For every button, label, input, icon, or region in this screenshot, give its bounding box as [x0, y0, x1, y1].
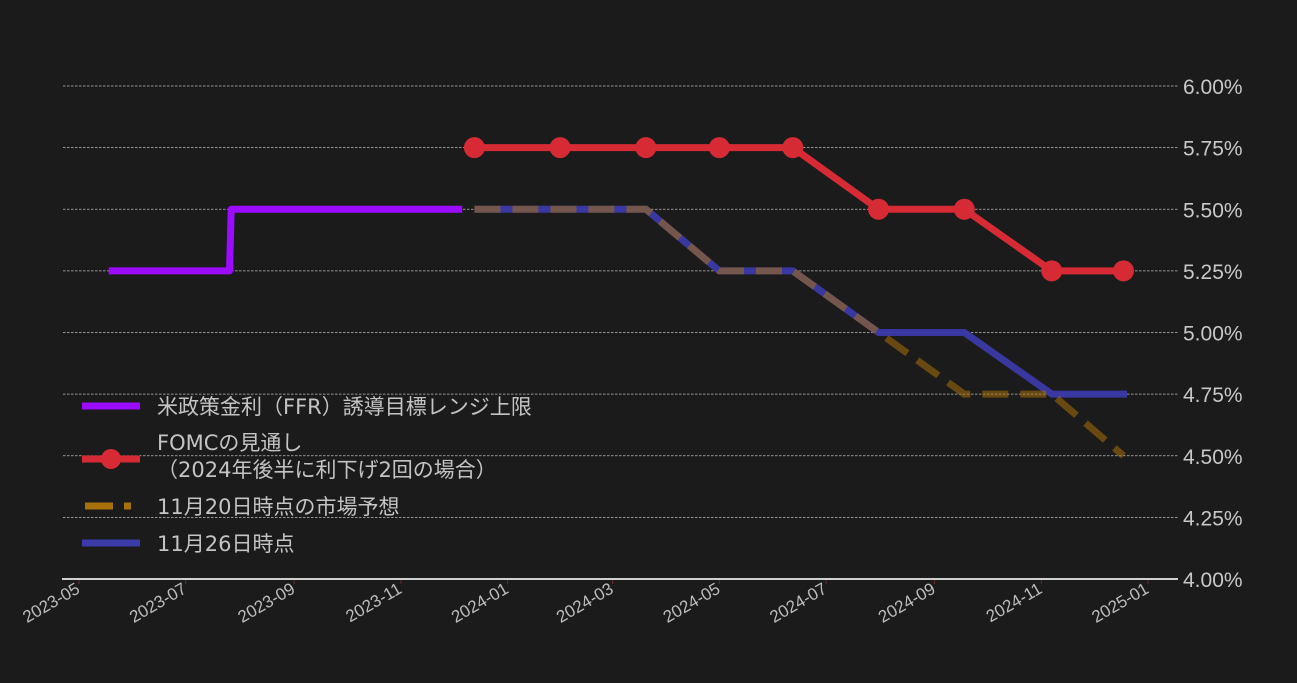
series-market-1120: [474, 205, 1126, 459]
y-tick-label: 4.50%: [1183, 446, 1243, 469]
fomc-marker: [782, 137, 804, 159]
x-tick-label: 2024-01: [448, 579, 512, 627]
series-lines: [108, 137, 1135, 459]
y-tick-label: 6.00%: [1183, 76, 1243, 99]
series-ffr: [108, 205, 463, 275]
y-tick-label: 5.75%: [1183, 138, 1243, 161]
x-tick-label: 2023-09: [235, 579, 299, 627]
fomc-marker: [463, 137, 485, 159]
y-tick-label: 5.00%: [1183, 323, 1243, 346]
y-tick-label: 5.25%: [1183, 261, 1243, 284]
y-tick-label: 4.25%: [1183, 507, 1243, 530]
fomc-marker: [708, 137, 730, 159]
legend-label-fomc-line2: （2024年後半に利下げ2回の場合）: [157, 458, 497, 482]
legend-label-market-1126: 11月26日時点: [157, 532, 294, 556]
x-tick-label: 2023-11: [342, 579, 404, 626]
y-tick-label: 5.50%: [1183, 199, 1243, 222]
fomc-marker: [635, 137, 657, 159]
legend-label-fomc: FOMCの見通し: [157, 431, 302, 455]
legend-item-fomc: FOMCの見通し （2024年後半に利下げ2回の場合）: [82, 431, 497, 482]
x-tick-label: 2023-05: [19, 579, 83, 627]
x-tick-label: 2024-07: [767, 579, 831, 627]
x-tick-label: 2024-11: [983, 579, 1045, 626]
legend: 米政策金利（FFR）誘導目標レンジ上限 FOMCの見通し （2024年後半に利下…: [82, 395, 532, 556]
x-tick-label: 2024-05: [660, 579, 724, 627]
legend-marker-fomc: [101, 449, 121, 469]
x-tick-label: 2024-03: [553, 579, 617, 627]
fomc-marker: [953, 198, 975, 220]
legend-label-ffr: 米政策金利（FFR）誘導目標レンジ上限: [157, 395, 532, 419]
fomc-marker: [1113, 260, 1135, 282]
y-tick-label: 4.75%: [1183, 384, 1243, 407]
x-tick-label: 2023-07: [126, 579, 190, 627]
y-tick-label: 4.00%: [1183, 569, 1243, 592]
x-tick-label: 2024-09: [875, 579, 939, 627]
y-axis: 4.00% 4.25% 4.50% 4.75% 5.00% 5.25% 5.50% 5.75%…: [1183, 76, 1243, 592]
fomc-marker: [1041, 260, 1063, 282]
legend-item-market-1120: 11月20日時点の市場予想: [85, 495, 399, 519]
x-tick-label: 2025-01: [1088, 579, 1152, 627]
x-axis: 2023-05 2023-07 2023-09 2023-11 2024-01 2024-…: [19, 578, 1178, 627]
fomc-marker: [549, 137, 571, 159]
legend-item-market-1126: 11月26日時点: [82, 532, 294, 556]
series-market-1126: [474, 205, 1127, 398]
fomc-marker: [868, 198, 890, 220]
legend-item-ffr: 米政策金利（FFR）誘導目標レンジ上限: [82, 395, 532, 419]
legend-label-market-1120: 11月20日時点の市場予想: [157, 495, 399, 519]
